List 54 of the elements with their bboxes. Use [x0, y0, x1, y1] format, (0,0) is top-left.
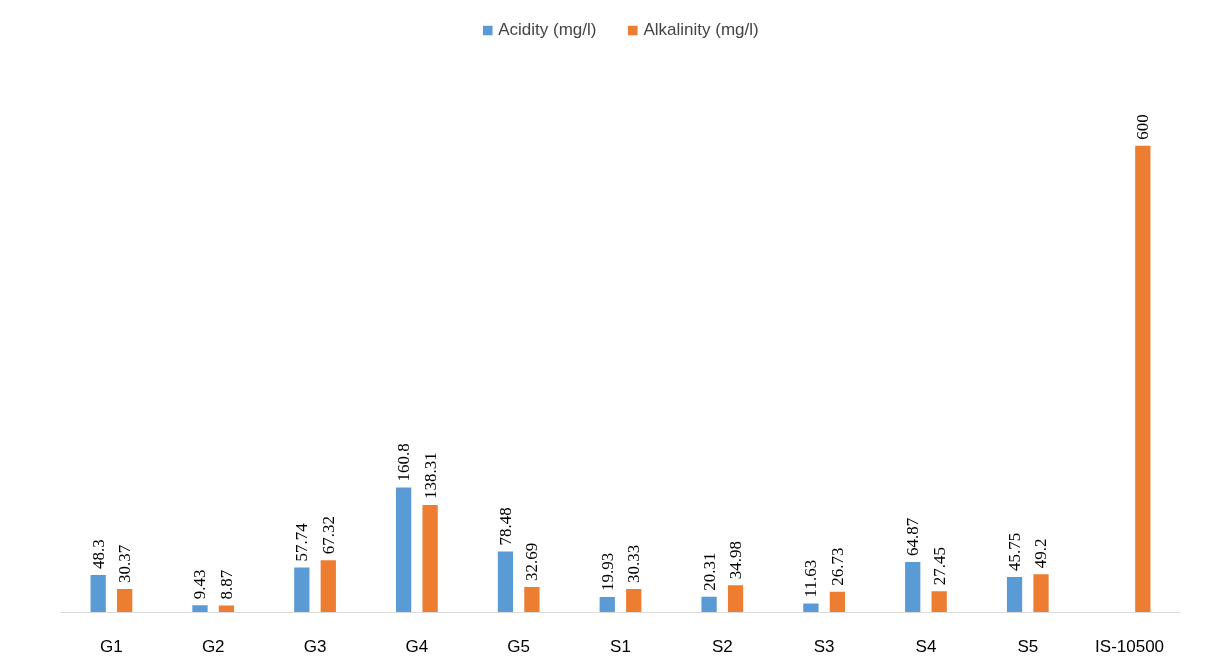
- data-label: 78.48: [495, 507, 515, 546]
- bar: [192, 605, 208, 613]
- x-tick-label: S2: [711, 636, 733, 656]
- x-tick-label: G2: [201, 636, 225, 656]
- bar: [320, 560, 336, 613]
- data-label: 19.93: [597, 552, 617, 591]
- x-tick-label: G5: [507, 636, 531, 656]
- bar: [727, 585, 744, 613]
- bar: [117, 588, 133, 613]
- bar: [931, 591, 947, 613]
- bar: [395, 487, 412, 613]
- data-label: 160.8: [394, 443, 414, 482]
- data-label: 20.31: [699, 552, 719, 591]
- data-label: 67.32: [318, 515, 338, 555]
- bar: [422, 504, 438, 613]
- bar: [803, 603, 819, 613]
- data-label: 45.75: [1005, 532, 1025, 571]
- data-label: 30.37: [115, 544, 135, 583]
- data-label: 30.33: [624, 544, 644, 583]
- x-tick-label: G1: [100, 636, 123, 656]
- x-tick-label: S1: [610, 636, 631, 656]
- x-tick-label: S5: [1017, 636, 1039, 656]
- legend-label: Acidity (mg/l): [498, 20, 597, 40]
- bar: [905, 562, 921, 613]
- bar: [294, 567, 310, 613]
- x-tick-label: G4: [405, 636, 429, 656]
- data-label: 27.45: [929, 546, 949, 586]
- data-label: 600: [1133, 114, 1153, 140]
- data-label: 8.87: [216, 569, 236, 600]
- bar: [497, 551, 514, 613]
- x-tick-label: IS-10500: [1095, 636, 1165, 656]
- bar: [701, 596, 717, 613]
- data-label: 64.87: [903, 517, 923, 557]
- data-label: 48.3: [88, 539, 108, 569]
- data-label: 11.63: [801, 559, 821, 598]
- x-tick-label: S4: [915, 636, 937, 656]
- bar: [1033, 574, 1049, 613]
- bar: [1006, 576, 1023, 613]
- data-label: 34.98: [726, 541, 746, 580]
- data-label: 138.31: [420, 452, 440, 499]
- bar: [1135, 145, 1151, 613]
- data-label: 32.69: [522, 542, 542, 582]
- x-tick-label: G3: [303, 636, 327, 656]
- legend-label: Alkalinity (mg/l): [643, 20, 759, 40]
- bar: [524, 587, 540, 613]
- bar: [599, 597, 615, 613]
- bar: [626, 588, 642, 613]
- bar: [90, 574, 106, 613]
- data-label: 26.73: [827, 547, 847, 586]
- data-label: 57.74: [292, 522, 312, 562]
- data-label: 49.2: [1031, 538, 1051, 569]
- data-label: 9.43: [190, 569, 210, 600]
- bar: [829, 591, 846, 613]
- x-tick-label: S3: [813, 636, 835, 656]
